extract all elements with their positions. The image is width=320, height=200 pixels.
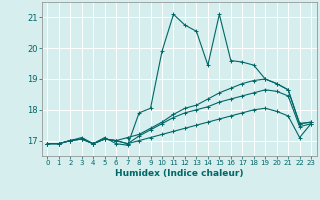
X-axis label: Humidex (Indice chaleur): Humidex (Indice chaleur) xyxy=(115,169,244,178)
